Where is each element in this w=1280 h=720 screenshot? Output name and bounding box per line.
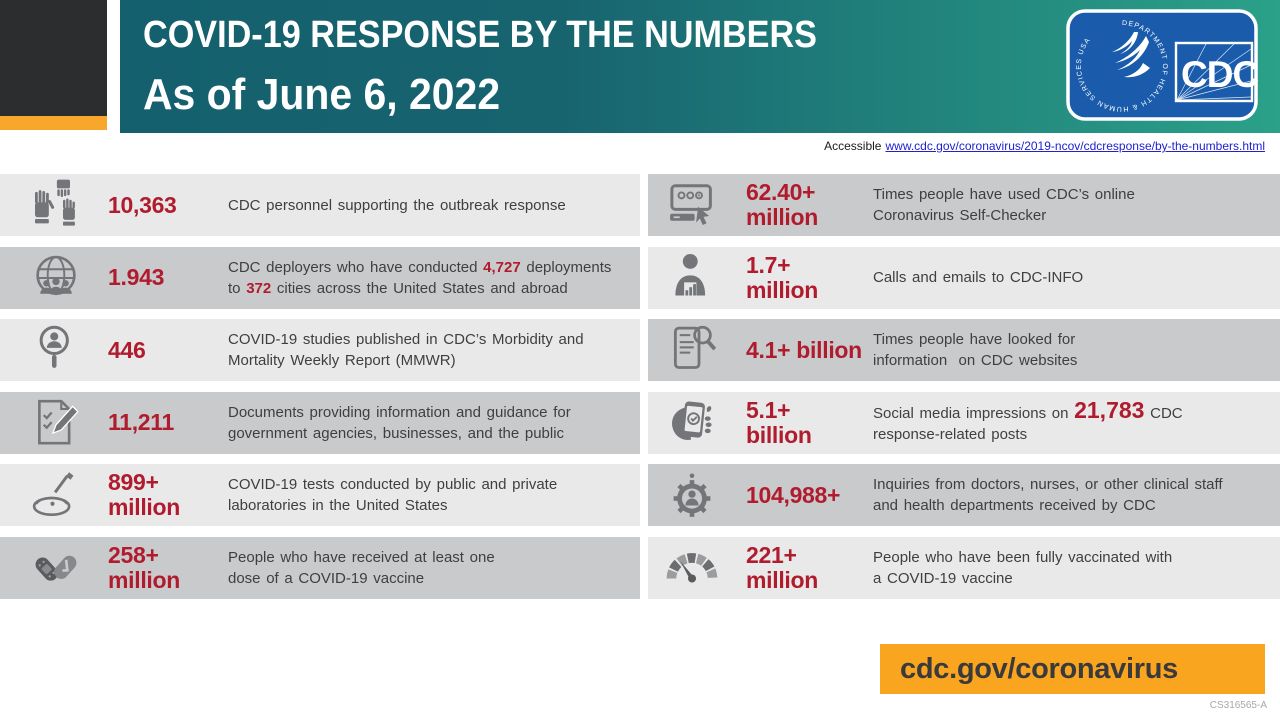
cdc-hhs-logo: DEPARTMENT OF HEALTH & HUMAN SERVICES US… (1066, 9, 1258, 121)
hhs-eagle-icon (1112, 32, 1150, 78)
self-checker-icon (660, 176, 724, 234)
globe-people-icon (24, 249, 88, 307)
stat-row: 4.1+ billion Times people have looked for… (648, 319, 1280, 381)
stat-desc: Times people have used CDC’s online Coro… (873, 186, 1135, 224)
stat-desc: Times people have looked for information… (873, 331, 1078, 369)
accessible-url-link[interactable]: www.cdc.gov/coronavirus/2019-ncov/cdcres… (885, 139, 1265, 153)
stat-value: 221+ million (746, 541, 819, 593)
stat-row: 1.7+ million Calls and emails to CDC-INFO (648, 246, 1280, 309)
cdc-logo-box: CDC (1174, 41, 1258, 103)
corner-orange-strip (0, 116, 107, 130)
stat-desc: Inquiries from doctors, nurses, or other… (873, 476, 1223, 514)
magnifier-person-icon (24, 321, 88, 379)
stat-desc: CDC deployers who have conducted 4,727 d… (228, 258, 612, 297)
document-pen-icon (24, 394, 88, 452)
corner-black-block (0, 0, 107, 116)
stat-row: 899+ million COVID-19 tests conducted by p… (0, 464, 640, 526)
stat-row: 258+ million People who have received at l… (0, 536, 640, 599)
stat-row: 5.1+ billion Social media impressions on 2… (648, 391, 1280, 454)
page-title: COVID-19 RESPONSE BY THE NUMBERS (143, 14, 818, 56)
stat-row: 446 COVID-19 studies published in CDC’s M… (0, 319, 640, 381)
stats-column-right: 62.40+ million Times people have used CDC’… (648, 174, 1280, 599)
stat-value: 10,363 (108, 191, 177, 218)
phone-check-icon (660, 394, 724, 452)
stat-row: 1.943 CDC deployers who have conducted 4,… (0, 246, 640, 309)
gauge-icon (660, 539, 724, 597)
footer-url-bar: cdc.gov/coronavirus (880, 644, 1265, 694)
stat-row: 62.40+ million Times people have used CDC’… (648, 174, 1280, 236)
stat-desc: Social media impressions on 21,783 CDC r… (873, 397, 1183, 444)
footer-url-text: cdc.gov/coronavirus (900, 652, 1178, 685)
vaccine-bandage-icon (24, 539, 88, 597)
stat-value: 62.40+ million (746, 179, 819, 230)
stat-desc: CDC personnel supporting the outbreak re… (228, 196, 566, 214)
stat-value: 258+ million (108, 541, 181, 593)
petri-dish-icon (24, 466, 88, 524)
stat-row: 104,988+ Inquiries from doctors, nurses, … (648, 464, 1280, 526)
stat-desc: People who have received at least one do… (228, 548, 495, 587)
stat-value: 104,988+ (746, 481, 841, 508)
stat-row: 10,363 CDC personnel supporting the outbr… (0, 174, 640, 236)
stat-value: 1.7+ million (746, 251, 819, 303)
stat-value: 446 (108, 336, 146, 363)
stat-desc: Calls and emails to CDC-INFO (873, 269, 1084, 286)
stat-desc: People who have been fully vaccinated wi… (873, 548, 1173, 587)
accessible-label: Accessible (824, 139, 882, 153)
footer-code: CS316565-A (1209, 700, 1267, 711)
stat-row: 221+ million People who have been fully va… (648, 536, 1280, 599)
stat-desc: COVID-19 studies published in CDC’s Morb… (228, 331, 584, 369)
stat-desc: COVID-19 tests conducted by public and p… (228, 476, 558, 514)
stat-value: 5.1+ billion (746, 396, 812, 448)
page-subtitle: As of June 6, 2022 (143, 70, 501, 119)
stats-column-left: 10,363 CDC personnel supporting the outbr… (0, 174, 640, 599)
header-band: COVID-19 RESPONSE BY THE NUMBERS As of J… (120, 0, 1280, 133)
cdc-logo-text: CDC (1181, 54, 1258, 95)
stat-value: 11,211 (108, 409, 175, 435)
stat-value: 899+ million (108, 469, 181, 520)
stat-row: 11,211 Documents providing information an… (0, 391, 640, 454)
person-chart-icon (660, 249, 724, 307)
raised-hands-icon (24, 176, 88, 234)
stat-value: 4.1+ billion (746, 336, 862, 363)
stat-value: 1.943 (108, 264, 165, 290)
webpage-search-icon (660, 321, 724, 379)
person-gear-icon (660, 466, 724, 524)
stat-desc: Documents providing information and guid… (228, 403, 571, 442)
accessible-line: Accessible www.cdc.gov/coronavirus/2019-n… (824, 139, 1265, 153)
